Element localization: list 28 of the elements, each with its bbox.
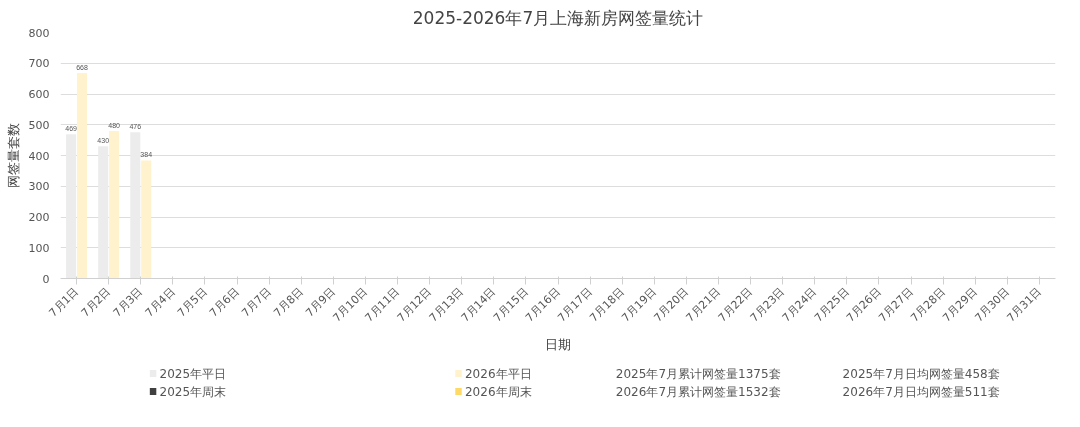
y-tick-label: 200 (28, 211, 50, 224)
y-axis-title: 网签量套数 (5, 123, 21, 188)
y-tick-label: 0 (42, 272, 50, 286)
text: 2025年7月日均网签量458套 (842, 366, 1000, 381)
y-tick-label: 800 (28, 26, 50, 40)
x-tick-label: 7月8日 (271, 284, 306, 320)
y-tick-label: 300 (28, 180, 50, 194)
bar (130, 132, 141, 279)
text: 2026年7月累计网签量1532套 (615, 384, 781, 399)
x-axis-title: 日期 (545, 337, 571, 353)
legend-label: 2026年周末 (464, 384, 532, 399)
y-tick-label: 500 (28, 118, 50, 132)
bar (98, 146, 109, 279)
bar (66, 134, 77, 279)
legend-label: 2025年平日 (159, 366, 227, 381)
y-tick-label: 700 (28, 57, 50, 71)
legend-label: 2025年周末 (159, 384, 227, 399)
y-tick-label: 400 (28, 149, 50, 163)
text: 2025年7月累计网签量1375套 (615, 366, 781, 381)
y-tick-label: 100 (28, 241, 50, 255)
bar (141, 160, 152, 279)
bar (109, 130, 120, 279)
chart-title: 2025-2026年7月上海新房网签量统计 (412, 7, 704, 28)
y-tick-label: 600 (28, 88, 50, 101)
text: 2026年7月日均网签量511套 (842, 384, 1000, 399)
legend-label: 2026年平日 (464, 366, 532, 381)
x-tick-label: 7月7日 (239, 284, 274, 320)
bar (76, 73, 88, 279)
